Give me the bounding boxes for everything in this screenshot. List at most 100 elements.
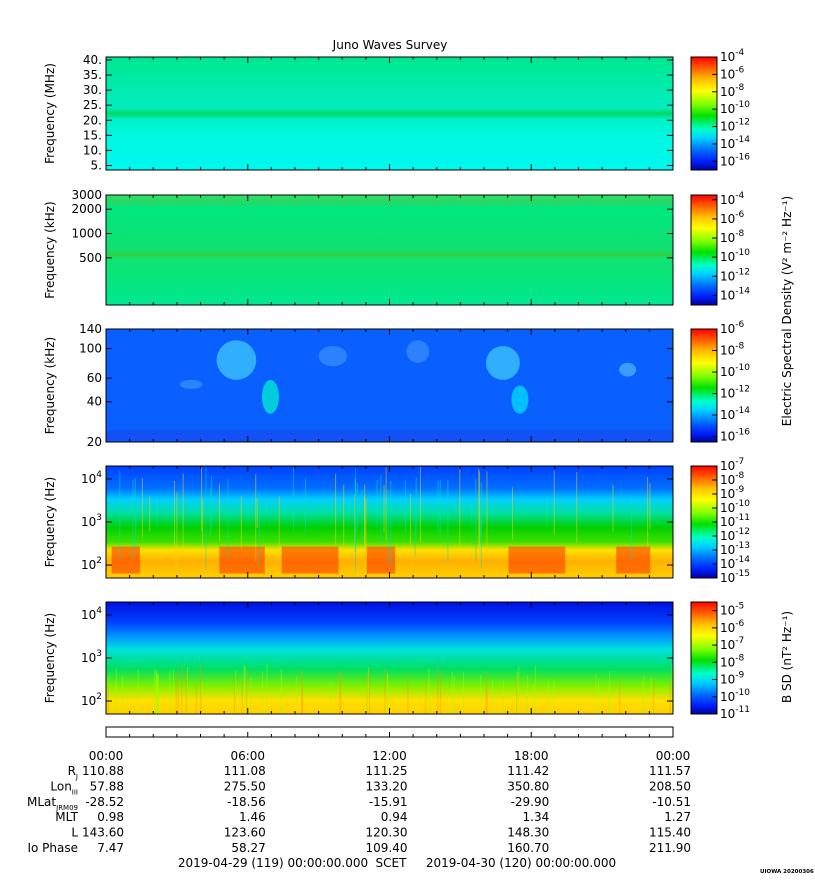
spectrogram-panel-5: 102 103 104 Frequency (Hz) 10-510-610-710-8 1… <box>43 601 750 721</box>
colorbar-tick-label: 10-6 <box>720 320 745 336</box>
ephemeris-value: -10.51 <box>652 795 691 809</box>
ephemeris-value: 57.88 <box>90 779 124 793</box>
emission-feature <box>406 340 430 363</box>
footer-end-time: 2019-04-30 (120) 00:00:00.000 <box>426 856 616 870</box>
spectrogram-panel-1: 5.10.15.20.25.30.35.40. Frequency (MHz) 10… <box>43 48 750 172</box>
ephemeris-value: 211.90 <box>649 841 691 855</box>
colorbar-tick-label: 10-12 <box>720 385 750 401</box>
ephemeris-value: 275.50 <box>224 779 266 793</box>
colorbar-tick-label: 10-8 <box>720 653 745 669</box>
ephemeris-value: 208.50 <box>649 779 691 793</box>
colorbar-tick-label: 10-16 <box>720 152 750 168</box>
emission-feature <box>216 340 257 380</box>
ephemeris-value: 0.94 <box>381 810 408 824</box>
y-tick-label: 500 <box>79 251 102 265</box>
ephemeris-value: 148.30 <box>507 826 549 840</box>
ephemeris-value: 1.27 <box>664 810 691 824</box>
y-tick-label: 102 <box>81 692 102 708</box>
colorbar-tick-label: 10-8 <box>720 471 745 487</box>
colorbar-tick-label: 10-6 <box>720 619 745 635</box>
spectrogram-image <box>106 602 673 714</box>
y-tick-label: 40. <box>83 53 102 67</box>
colorbar-tick-label: 10-10 <box>720 363 750 379</box>
emission-feature <box>179 379 203 389</box>
y-tick-label: 1000 <box>71 227 102 241</box>
colorbar-tick-label: 10-9 <box>720 485 745 501</box>
ephemeris-value: 1.46 <box>239 810 266 824</box>
emission-feature <box>508 546 566 574</box>
ephemeris-value: 143.60 <box>82 826 124 840</box>
spectrogram-panel-4: 102 103 104 Frequency (Hz) 10-710-810-910-10… <box>43 457 750 585</box>
spectrogram-image <box>106 57 673 170</box>
colorbar-tick-label: 10-6 <box>720 65 745 81</box>
emission-feature <box>616 546 651 574</box>
ephemeris-value: -29.90 <box>511 795 550 809</box>
emission-feature <box>485 345 520 380</box>
emission-feature <box>219 546 265 574</box>
colorbar-tick-label: 10-12 <box>720 118 750 134</box>
y-tick-label: 20 <box>87 435 102 449</box>
spectrogram-image <box>106 195 673 305</box>
y-tick-label: 102 <box>81 556 102 572</box>
time-tick-label: 18:00 <box>514 749 549 763</box>
ephemeris-value: -18.56 <box>227 795 266 809</box>
colorbar-tick-label: 10-5 <box>720 602 744 618</box>
y-tick-label: 35. <box>83 68 102 82</box>
colorbar-tick-label: 10-14 <box>720 406 750 422</box>
emission-feature <box>318 345 347 367</box>
time-tick-label: 00:00 <box>89 749 124 763</box>
footer-start-time: 2019-04-29 (119) 00:00:00.000 <box>178 856 368 870</box>
colorbar-tick-label: 10-16 <box>720 428 750 444</box>
colorbar <box>690 56 718 171</box>
y-axis-label: Frequency (Hz) <box>43 613 57 704</box>
colorbar-tick-label: 10-4 <box>720 191 745 207</box>
ephemeris-value: 110.88 <box>82 764 124 778</box>
y-tick-label: 25. <box>83 98 102 112</box>
colorbar <box>690 194 718 306</box>
ephemeris-row-label: MLatJRM09 <box>27 795 78 812</box>
ephemeris-value: 111.42 <box>507 764 549 778</box>
colorbar-tick-label: 10-12 <box>720 527 750 543</box>
ephemeris-row-label: MLT <box>55 810 78 824</box>
ephemeris-row-label: L <box>71 826 78 840</box>
time-tick-label: 00:00 <box>656 749 691 763</box>
ephemeris-value: 120.30 <box>366 826 408 840</box>
y-tick-label: 100 <box>79 342 102 356</box>
ephemeris-value: 123.60 <box>224 826 266 840</box>
y-tick-label: 30. <box>83 83 102 97</box>
emission-feature <box>261 379 279 414</box>
y-tick-label: 3000 <box>71 188 102 202</box>
footer-scet-label: SCET <box>376 856 408 870</box>
colorbar-tick-label: 10-8 <box>720 342 745 358</box>
colorbar-tick-label: 10-7 <box>720 636 744 652</box>
y-tick-label: 104 <box>81 470 102 486</box>
chart-title: Juno Waves Survey <box>332 38 448 52</box>
colorbar-tick-label: 10-10 <box>720 499 750 515</box>
colorbar <box>690 328 718 443</box>
y-tick-label: 103 <box>81 513 102 529</box>
time-tick-label: 12:00 <box>372 749 407 763</box>
y-tick-label: 40 <box>87 395 102 409</box>
y-axis-label: Frequency (Hz) <box>43 477 57 568</box>
y-tick-label: 2000 <box>71 202 102 216</box>
ephemeris-value: 111.25 <box>366 764 408 778</box>
y-tick-label: 15. <box>83 128 102 142</box>
y-axis-label: Frequency (kHz) <box>43 337 57 434</box>
spectrogram-panel-3: 20 40 60 100 140 Frequency (kHz) 10-6 10-8 10-10… <box>43 320 750 449</box>
colorbar-tick-label: 10-15 <box>720 569 750 585</box>
ephemeris-value: 111.08 <box>224 764 266 778</box>
colorbar-tick-label: 10-11 <box>720 705 750 721</box>
colorbar-tick-label: 10-4 <box>720 48 745 64</box>
ephemeris-value: 115.40 <box>649 826 691 840</box>
ephemeris-value: 160.70 <box>507 841 549 855</box>
footer-stamp: UIOWA 20200306 <box>760 869 814 875</box>
ephemeris-value: 0.98 <box>97 810 124 824</box>
emission-feature <box>511 385 529 414</box>
ephemeris-value: -15.91 <box>369 795 408 809</box>
colorbar-tick-label: 10-14 <box>720 286 750 302</box>
y-tick-label: 104 <box>81 606 102 622</box>
y-tick-label: 103 <box>81 649 102 665</box>
colorbar-label-magnetic: B SD (nT² Hz⁻¹) <box>780 611 794 703</box>
ephemeris-row-label: RJ <box>68 764 78 781</box>
